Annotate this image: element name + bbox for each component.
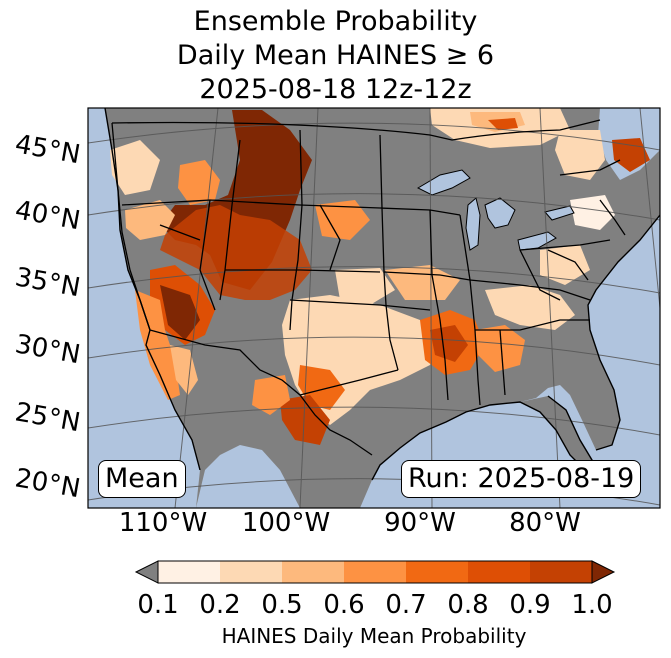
- lat-label-40: 40°N: [13, 195, 83, 236]
- map-frame: [87, 107, 661, 509]
- florida-peninsula: [520, 396, 592, 470]
- colorbar-tick-0: 0.1: [137, 590, 179, 620]
- colorbar-bin-5: [468, 561, 530, 583]
- colorbar-over-arrow: [591, 560, 616, 584]
- graticule: [88, 108, 660, 508]
- colorbar-tick-3: 0.6: [323, 590, 365, 620]
- pacific-ocean: [88, 108, 200, 508]
- colorbar-tick-1: 0.2: [199, 590, 241, 620]
- probability-field: [110, 108, 650, 445]
- colorbar-bin-3: [344, 561, 406, 583]
- atlantic-ocean: [588, 215, 660, 508]
- lat-label-30: 30°N: [13, 329, 83, 370]
- lat-label-45: 45°N: [13, 129, 83, 170]
- lon-label-100: 100°W: [242, 508, 330, 538]
- lon-label-90: 90°W: [384, 508, 456, 538]
- colorbar: [134, 560, 616, 584]
- colorbar-bin-0: [158, 561, 220, 583]
- chart-title-line-1: Ensemble Probability: [193, 6, 478, 37]
- mean-label: Mean: [98, 460, 186, 498]
- latitude-labels: 45°N 40°N 35°N 30°N 25°N 20°N: [13, 129, 83, 504]
- colorbar-bin-1: [220, 561, 282, 583]
- colorbar-bins: [158, 561, 592, 583]
- colorbar-tick-7: 1.0: [571, 590, 613, 620]
- chart-title-line-2: Daily Mean HAINES ≥ 6: [176, 40, 495, 71]
- colorbar-tick-5: 0.8: [447, 590, 489, 620]
- colorbar-bin-6: [530, 561, 592, 583]
- coastlines: [104, 108, 660, 481]
- colorbar-tick-6: 0.9: [509, 590, 551, 620]
- lon-label-80: 80°W: [509, 508, 581, 538]
- run-date-label: Run: 2025-08-19: [401, 460, 642, 498]
- colorbar-bin-4: [406, 561, 468, 583]
- colorbar-under-arrow: [134, 560, 159, 584]
- great-lakes: [416, 169, 575, 251]
- state-borders: [111, 119, 626, 456]
- lon-label-110: 110°W: [119, 508, 207, 538]
- lat-label-35: 35°N: [13, 262, 83, 303]
- lat-label-20: 20°N: [13, 463, 83, 504]
- colorbar-tick-4: 0.7: [385, 590, 427, 620]
- colorbar-bin-2: [282, 561, 344, 583]
- map-panel: [88, 108, 660, 508]
- longitude-labels: 110°W 100°W 90°W 80°W: [119, 508, 581, 538]
- lat-label-25: 25°N: [13, 397, 83, 438]
- chart-title-line-3: 2025-08-18 12z-12z: [199, 74, 472, 105]
- colorbar-label: HAINES Daily Mean Probability: [221, 624, 527, 648]
- colorbar-tick-2: 0.5: [261, 590, 303, 620]
- colorbar-frame: [157, 560, 593, 584]
